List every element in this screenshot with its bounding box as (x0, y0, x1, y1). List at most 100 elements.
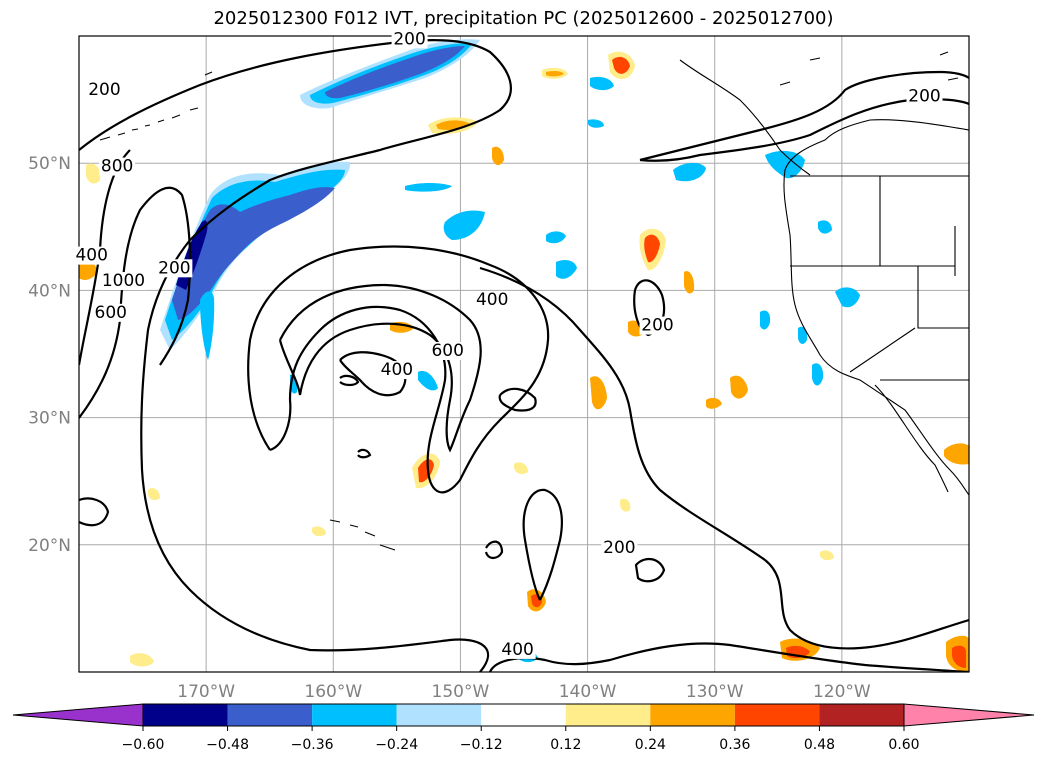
contour-label: 800 (101, 157, 133, 177)
lon-tick-label: 150°W (432, 682, 490, 702)
contour-label-bg (474, 291, 511, 310)
map-frame (78, 35, 970, 673)
ivt-contour-200-outer (79, 39, 512, 672)
colorbar: −0.60 −0.48 −0.36 −0.24 −0.12 0.12 0.24 0.36 0.4… (12, 703, 1035, 753)
map-title: 2025012300 F012 IVT, precipitation PC (2… (213, 8, 834, 29)
contour-label: 400 (476, 290, 508, 310)
colorbar-tick-label: 0.60 (888, 737, 919, 753)
precip-negative-cell (405, 183, 452, 192)
precip-positive-cell-core (546, 70, 564, 77)
precip-negative-cell (798, 326, 808, 344)
colorbar-tick-label: 0.36 (719, 737, 750, 753)
precip-negative-cell (588, 119, 604, 128)
precip-negative-cell (812, 363, 824, 386)
ivt-contour-small-loop (498, 387, 537, 412)
colorbar-tick-label: −0.48 (206, 737, 249, 753)
precip-positive-cell-outer (730, 375, 748, 399)
contour-label: 600 (95, 303, 127, 323)
colorbar-segment (396, 704, 482, 726)
ivt-contour-small-loop (634, 557, 666, 583)
ivt-contour-small-loop (484, 540, 504, 560)
colorbar-segment (143, 704, 228, 726)
contour-label-bg (100, 272, 147, 291)
map-plot-area (79, 36, 969, 672)
colorbar-segment (312, 704, 397, 726)
precip-negative-cell (765, 150, 805, 179)
contour-label-bg (391, 30, 428, 49)
contour-label-bg (429, 342, 466, 360)
precip-negative-cell (418, 370, 438, 391)
contour-label: 200 (393, 29, 425, 49)
precip-positive-cell-outer (620, 498, 631, 512)
precip-positive-cell-outer (514, 462, 528, 475)
precip-positive-cell-outer (684, 271, 695, 294)
precip-positive-cell-core (952, 645, 966, 668)
contour-label: 600 (431, 341, 463, 361)
precip-positive-cell-outer (706, 397, 722, 409)
contour-label-bg (99, 157, 136, 176)
colorbar-segment (734, 704, 820, 726)
precip-negative-cell (546, 231, 566, 244)
precip-positive-cell-outer (79, 260, 98, 280)
lon-tick-label: 170°W (177, 682, 235, 702)
lat-tick-label: 40°N (28, 281, 71, 301)
coastline-hawaii (329, 519, 396, 551)
lon-tick-label: 130°W (686, 682, 744, 702)
contour-label: 400 (381, 360, 413, 380)
ivt-contour-small-loop (339, 374, 360, 387)
colorbar-tick-label: −0.36 (291, 737, 334, 753)
lon-tick-label: 120°W (813, 682, 871, 702)
precip-negative-cell (760, 310, 771, 330)
contour-label-bg (499, 640, 536, 659)
contour-label: 200 (641, 316, 673, 336)
lon-tick-label: 160°W (304, 682, 362, 702)
lat-tick-label: 30°N (28, 409, 71, 429)
contour-label: 400 (501, 640, 533, 660)
lat-tick-label: 50°N (28, 154, 71, 174)
colorbar-extend-high (903, 703, 1035, 727)
coastline-islands (779, 51, 959, 86)
contour-label: 200 (158, 258, 190, 278)
state-borders (790, 175, 969, 381)
colorbar-tick-label: −0.24 (375, 737, 418, 753)
colorbar-tick-label: 0.48 (804, 737, 835, 753)
precip-positive-cell-outer (148, 487, 160, 501)
precip-positive-cell-core (418, 459, 434, 483)
contour-label-bg (92, 303, 129, 322)
contour-label-bg (906, 87, 943, 106)
contour-label-bg (73, 246, 110, 265)
coastline-baja (874, 384, 949, 493)
ivt-contour-600-ring (278, 283, 482, 453)
colorbar-segment (481, 704, 566, 726)
lon-tick-label: 140°W (559, 682, 617, 702)
precip-negative-cell (590, 76, 614, 91)
contour-label: 1000 (102, 271, 145, 291)
contour-label: 200 (908, 87, 940, 107)
precip-positive-cell-outer (312, 526, 326, 537)
colorbar-segment (227, 704, 313, 726)
contour-label-bg (378, 361, 415, 380)
ivt-contour-200-inner (79, 186, 192, 419)
coastline-north-america (783, 119, 969, 496)
precip-negative-cell (673, 162, 706, 182)
contour-label-bg (86, 81, 123, 100)
ivt-contour-small-loop (79, 497, 110, 527)
colorbar-tick-label: −0.60 (122, 737, 165, 753)
coastlines (99, 51, 969, 551)
contour-label-bg (601, 539, 638, 558)
precip-negative-cell (443, 210, 485, 240)
longitude-labels: 170°W 160°W 150°W 140°W 130°W 120°W (177, 682, 871, 702)
precip-positive-cell-outer (590, 376, 607, 410)
precip-positive-cell-outer (130, 653, 154, 667)
coastline-alaska-panhandle (679, 59, 811, 176)
ivt-contour-200-se (488, 642, 969, 672)
colorbar-segment (565, 704, 651, 726)
contour-label-bg (639, 316, 676, 335)
contour-label-bg (156, 259, 193, 278)
precip-positive-cell-core (644, 234, 660, 263)
colorbar-tick-label: −0.12 (460, 737, 503, 753)
colorbar-segment (819, 704, 904, 726)
ivt-contour-labels: 200 200 800 200 400 1000 600 400 600 400 200 200 400… (73, 29, 943, 660)
precip-positive-cell-core (612, 56, 630, 74)
